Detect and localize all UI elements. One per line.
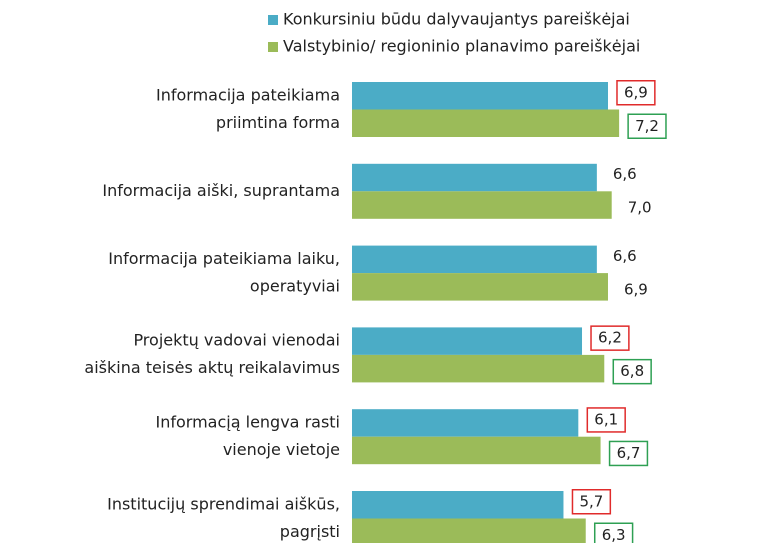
bar <box>352 436 601 465</box>
category-label: operatyviai <box>250 276 340 295</box>
value-label: 5,7 <box>579 492 603 510</box>
value-label: 6,1 <box>594 410 618 428</box>
bar <box>352 354 605 383</box>
category-label: pagrįsti <box>280 522 340 541</box>
legend-swatch <box>268 42 278 52</box>
category-label: Informacija pateikiama <box>156 85 340 104</box>
value-label: 6,2 <box>598 329 622 347</box>
highlight-box <box>608 440 649 467</box>
bar <box>352 109 620 137</box>
bar <box>352 245 597 274</box>
bar <box>352 327 583 355</box>
highlight-box <box>593 522 634 543</box>
category-label: Informacija aiški, suprantama <box>102 181 340 200</box>
value-label: 6,8 <box>620 362 644 380</box>
legend-label: Valstybinio/ regioninio planavimo pareiš… <box>283 37 640 56</box>
highlight-box <box>590 325 630 351</box>
bar <box>352 518 586 543</box>
value-label: 6,7 <box>617 444 641 462</box>
value-label: 7,2 <box>635 117 659 135</box>
value-label: 6,9 <box>624 83 648 101</box>
category-label: Informacįą lengva rasti <box>156 412 340 431</box>
bar <box>352 191 612 219</box>
value-label: 6,6 <box>613 165 637 183</box>
value-label: 6,6 <box>613 247 637 265</box>
bar <box>352 409 579 437</box>
bar <box>352 82 608 110</box>
category-label: Institucijų sprendimai aiškūs, <box>107 494 340 513</box>
bar <box>352 163 597 192</box>
highlight-box <box>571 489 612 515</box>
highlight-box <box>586 407 626 433</box>
highlight-box <box>627 113 667 139</box>
category-label: Informacija pateikiama laiku, <box>108 249 340 268</box>
category-label: priimtina forma <box>216 113 340 132</box>
bar <box>352 273 608 301</box>
category-label: vienoje vietoje <box>223 440 340 459</box>
category-label: Projektų vadovai vienodai <box>133 331 340 350</box>
value-label: 7,0 <box>628 199 652 217</box>
value-label: 6,3 <box>602 526 626 543</box>
highlight-box <box>616 80 656 106</box>
value-label: 6,9 <box>624 280 648 298</box>
bar <box>352 491 564 519</box>
category-label: aiškina teisės aktų reikalavimus <box>84 358 340 377</box>
highlight-box <box>612 358 652 385</box>
legend-label: Konkursiniu būdu dalyvaujantys pareiškėj… <box>283 10 630 29</box>
legend-swatch <box>268 15 278 25</box>
